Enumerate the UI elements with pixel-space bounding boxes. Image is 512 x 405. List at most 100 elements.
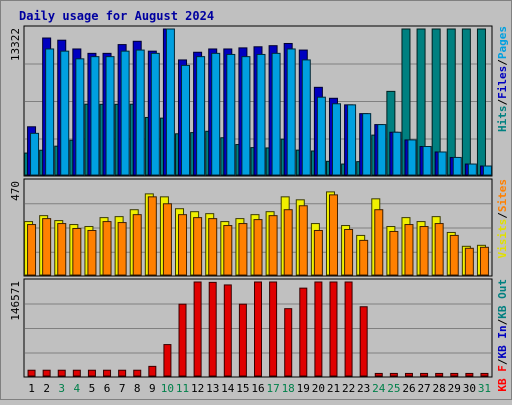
bar-top-pages-day-29: [452, 156, 462, 176]
x-tick-label-day-18: 18: [282, 382, 295, 395]
bar-middle-sites-day-3: [57, 223, 67, 276]
legend-entry: /: [496, 99, 509, 106]
bar-bottom-kb-f-day-15: [238, 303, 247, 377]
panel-bottom-max-label: 146571: [9, 281, 22, 321]
bar-top-pages-day-7: [120, 50, 130, 176]
bar-top-pages-day-5: [90, 56, 100, 176]
panel-top-max-label: 13322: [9, 28, 22, 61]
legend-entry: /: [496, 59, 509, 66]
bar-top-pages-day-15: [241, 56, 251, 176]
bar-bottom-kb-f-day-31: [480, 372, 489, 377]
panel-top-legend: Hits/Files/Pages: [496, 26, 509, 132]
x-tick-label-day-26: 26: [402, 382, 415, 395]
bar-top-pages-day-3: [60, 50, 70, 176]
bar-middle-sites-day-31: [479, 246, 489, 276]
bar-top-pages-day-28: [437, 151, 447, 176]
x-tick-label-day-16: 16: [251, 382, 264, 395]
bar-top-pages-day-27: [422, 146, 432, 176]
bar-middle-sites-day-12: [193, 217, 203, 276]
bar-middle-sites-day-4: [72, 228, 82, 276]
bar-bottom-kb-f-day-30: [465, 372, 474, 377]
bar-middle-sites-day-21: [328, 194, 338, 276]
bar-middle-sites-day-17: [268, 215, 278, 276]
bar-top-pages-day-26: [407, 139, 417, 176]
legend-entry: KB In: [496, 325, 509, 358]
bar-bottom-kb-f-day-24: [374, 372, 383, 377]
bar-middle-sites-day-9: [147, 196, 157, 276]
bar-middle-sites-day-19: [298, 205, 308, 276]
x-axis-day-labels: 1 2 3 4 5 6 7 8 9 10 11 12 13 14 15 16 17 18 19 20 21 22 23 24 2…: [28, 382, 491, 395]
x-tick-label-day-5: 5: [89, 382, 96, 395]
bar-top-pages-day-17: [271, 52, 281, 176]
bar-middle-sites-day-25: [389, 230, 399, 276]
bar-bottom-kb-f-day-20: [314, 281, 323, 377]
bar-middle-sites-day-2: [42, 218, 52, 276]
bar-bottom-kb-f-day-4: [72, 369, 81, 377]
bar-top-pages-day-21: [331, 103, 341, 176]
bar-bottom-kb-f-day-28: [435, 372, 444, 377]
panel-middle: 470 Visits/Sites: [9, 178, 509, 277]
bar-top-pages-day-23: [362, 113, 372, 176]
panel-middle-legend: Visits/Sites: [496, 179, 509, 259]
chart-title: Daily usage for August 2024: [19, 9, 214, 23]
bar-middle-sites-day-26: [404, 224, 414, 276]
bar-bottom-kb-f-day-16: [254, 281, 262, 377]
bar-top-pages-day-1: [30, 132, 40, 176]
bar-bottom-kb-f-day-1: [27, 369, 36, 377]
panel-bottom-legend: KB F/KB In/KB Out: [496, 279, 509, 392]
bar-middle-sites-day-20: [313, 229, 323, 276]
x-tick-label-day-19: 19: [297, 382, 310, 395]
legend-entry: KB F: [496, 365, 509, 392]
panel-middle-max-label: 470: [9, 181, 22, 201]
bar-bottom-kb-f-day-14: [223, 284, 232, 377]
x-tick-label-day-22: 22: [342, 382, 355, 395]
bar-top-pages-day-4: [75, 58, 85, 176]
bar-bottom-kb-f-day-18: [284, 308, 293, 377]
x-tick-label-day-8: 8: [134, 382, 141, 395]
panel-top: 13322 Hits/Files/Pages: [9, 25, 509, 177]
legend-entry: Pages: [496, 26, 509, 59]
panel-bottom: 146571 KB F/KB In/KB Out: [9, 278, 509, 392]
bar-top-pages-day-25: [392, 131, 402, 176]
x-tick-label-day-23: 23: [357, 382, 370, 395]
chart-panels: 13322 Hits/Files/Pages 470 Visits/Sites 1465…: [9, 25, 509, 392]
x-tick-label-day-21: 21: [327, 382, 340, 395]
legend-entry: /: [496, 212, 509, 219]
legend-entry: /: [496, 318, 509, 325]
x-tick-label-day-12: 12: [191, 382, 204, 395]
bar-bottom-kb-f-day-21: [329, 281, 338, 377]
bar-middle-sites-day-5: [87, 229, 97, 276]
bar-top-hits-day-29: [446, 28, 456, 176]
bar-top-pages-day-19: [301, 59, 311, 176]
bar-bottom-kb-f-day-11: [178, 303, 187, 377]
legend-entry: /: [496, 358, 509, 365]
bar-bottom-kb-f-day-22: [344, 281, 353, 377]
bar-top-pages-day-30: [467, 163, 477, 176]
bar-middle-sites-day-22: [344, 228, 354, 276]
bar-top-pages-day-16: [256, 53, 266, 176]
bar-top-hits-day-31: [476, 28, 486, 176]
x-tick-label-day-6: 6: [104, 382, 111, 395]
x-tick-label-day-7: 7: [119, 382, 126, 395]
bar-top-pages-day-20: [316, 96, 326, 176]
x-tick-label-day-11: 11: [176, 382, 189, 395]
bar-middle-sites-day-8: [132, 214, 142, 276]
bar-top-pages-day-9: [150, 52, 160, 176]
bar-bottom-kb-f-day-2: [42, 369, 51, 377]
bar-bottom-kb-f-day-5: [87, 369, 96, 377]
x-tick-label-day-15: 15: [236, 382, 249, 395]
x-tick-label-day-27: 27: [417, 382, 430, 395]
bar-middle-sites-day-11: [178, 214, 188, 276]
bar-top-pages-day-13: [211, 52, 221, 176]
bar-middle-sites-day-27: [419, 226, 429, 276]
bar-middle-sites-day-14: [223, 225, 233, 276]
bar-top-pages-day-11: [181, 64, 191, 176]
bar-middle-sites-day-1: [27, 224, 37, 276]
x-tick-label-day-1: 1: [28, 382, 35, 395]
bar-top-pages-day-8: [135, 49, 145, 176]
x-tick-label-day-20: 20: [312, 382, 325, 395]
legend-entry: Files: [496, 66, 509, 99]
x-tick-label-day-30: 30: [463, 382, 476, 395]
